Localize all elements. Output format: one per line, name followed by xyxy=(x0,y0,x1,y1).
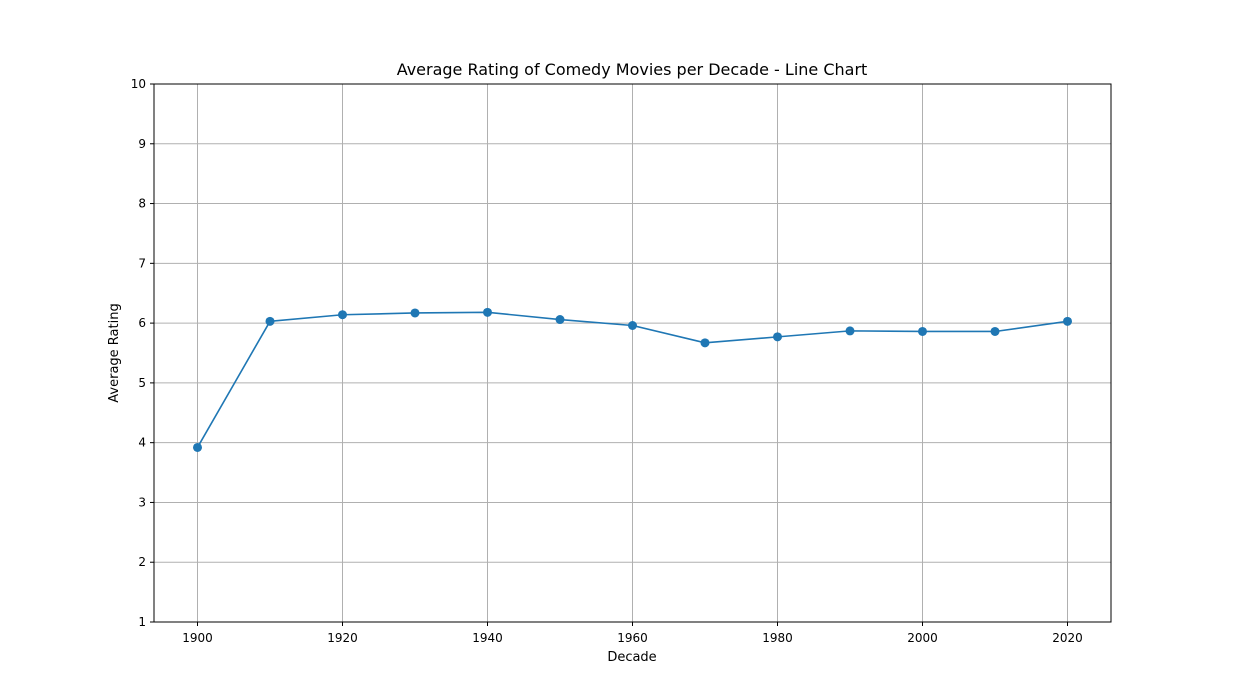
x-tick-label: 2000 xyxy=(907,631,938,645)
x-tick-label: 1920 xyxy=(327,631,358,645)
data-point xyxy=(265,316,275,326)
y-tick-label: 4 xyxy=(138,436,146,450)
x-axis-label: Decade xyxy=(607,650,656,665)
y-tick-label: 7 xyxy=(138,256,146,270)
data-point xyxy=(410,308,420,318)
y-axis-label: Average Rating xyxy=(107,303,122,402)
data-point xyxy=(700,338,710,348)
x-tick-label: 1900 xyxy=(182,631,213,645)
y-tick-label: 5 xyxy=(138,376,146,390)
data-point xyxy=(773,332,782,342)
axis-ticks: 1900 1920 1940 1960 1980 2000 2020 1 2 3 4 5 6 7 8 9 10 xyxy=(131,77,1083,645)
data-point xyxy=(990,326,1000,336)
y-tick-label: 10 xyxy=(131,77,146,91)
x-tick-label: 2020 xyxy=(1052,631,1083,645)
y-tick-label: 2 xyxy=(138,555,146,569)
y-tick-label: 6 xyxy=(138,316,146,330)
grid-lines xyxy=(154,83,1111,623)
data-point xyxy=(628,321,637,331)
data-point xyxy=(555,315,565,325)
series-layer xyxy=(193,307,1072,452)
y-tick-label: 8 xyxy=(138,197,146,211)
y-tick-label: 3 xyxy=(138,495,146,509)
y-tick-label: 9 xyxy=(138,137,146,151)
data-point xyxy=(483,307,492,317)
x-tick-label: 1980 xyxy=(762,631,793,645)
x-tick-label: 1960 xyxy=(617,631,648,645)
data-point xyxy=(845,326,855,336)
data-point xyxy=(1063,316,1072,326)
chart-title: Average Rating of Comedy Movies per Deca… xyxy=(397,60,868,79)
y-tick-label: 1 xyxy=(138,615,146,629)
x-tick-label: 1940 xyxy=(472,631,503,645)
data-point xyxy=(918,326,927,336)
data-point xyxy=(338,310,347,320)
data-point xyxy=(193,442,202,452)
